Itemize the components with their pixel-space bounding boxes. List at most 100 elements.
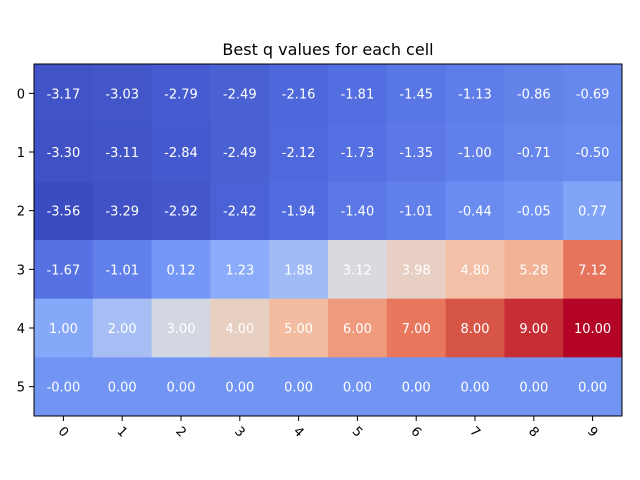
cell-label-r4-c7: 8.00 [461,322,490,337]
heatmap-cell-r0-c6 [386,64,447,124]
cell-label-r5-c7: 0.00 [461,381,490,396]
heatmap-cell-r0-c8 [504,64,564,124]
cell-label-r0-c2: -2.79 [164,87,198,102]
cell-label-r1-c4: -2.12 [282,146,316,161]
cell-label-r4-c8: 9.00 [519,322,548,337]
cell-label-r4-c0: 1.00 [49,322,78,337]
cell-label-r2-c6: -1.01 [399,205,433,220]
heatmap-cell-r5-c2 [151,357,211,417]
cell-label-r3-c9: 7.12 [578,263,607,278]
cell-label-r1-c9: -0.50 [576,146,610,161]
cell-label-r0-c6: -1.45 [399,87,433,102]
y-tick-label-2: 2 [17,205,25,220]
cell-label-r5-c9: 0.00 [578,381,607,396]
heatmap-cell-r1-c4 [269,122,329,182]
heatmap-cell-r5-c4 [269,357,329,417]
cell-label-r0-c7: -1.13 [458,87,492,102]
y-axis: 0 1 2 3 4 5 [17,87,34,396]
heatmap-cell-r5-c3 [210,357,270,417]
heatmap-cell-r3-c1 [92,240,153,300]
heatmap-cell-r4-c6 [386,298,447,358]
x-tick-label-3: 3 [231,424,247,440]
cell-label-r0-c1: -3.03 [105,87,139,102]
plot-frame [33,63,623,417]
heatmap-cell-r0-c3 [210,64,270,124]
cell-label-r3-c2: 0.12 [167,263,196,278]
heatmap-cell-r4-c4 [269,298,329,358]
cell-label-r0-c9: -0.69 [576,87,610,102]
cell-label-r3-c0: -1.67 [47,263,81,278]
heatmap-cell-r0-c4 [269,64,329,124]
cell-label-r2-c3: -2.42 [223,205,257,220]
x-axis: 0 1 2 3 4 5 6 7 8 9 [55,416,600,441]
cell-label-r0-c0: -3.17 [47,87,81,102]
heatmap-cell-r0-c0 [34,64,94,124]
cell-label-r1-c8: -0.71 [517,146,551,161]
y-tick-label-5: 5 [17,381,25,396]
heatmap-cell-r5-c8 [504,357,564,417]
cell-label-r3-c8: 5.28 [519,263,548,278]
heatmap-cell-r4-c3 [210,298,270,358]
cell-label-r0-c3: -2.49 [223,87,257,102]
x-tick-label-6: 6 [408,424,424,440]
heatmap-cell-r5-c6 [386,357,447,417]
heatmap-cell-r4-c1 [92,298,153,358]
heatmap-cell-r5-c7 [445,357,505,417]
chart-title: Best q values for each cell [222,40,433,59]
heatmap-cell-r2-c6 [386,181,447,241]
x-tick-label-7: 7 [466,424,482,440]
heatmap-cell-r0-c2 [151,64,211,124]
cell-label-r1-c3: -2.49 [223,146,257,161]
heatmap-cell-r1-c9 [563,122,623,182]
heatmap-cell-r1-c6 [386,122,447,182]
cell-label-r3-c5: 3.12 [343,263,372,278]
heatmap-cell-r2-c4 [269,181,329,241]
heatmap-cell-r4-c2 [151,298,211,358]
heatmap-cell-r3-c6 [386,240,447,300]
heatmap-cell-r3-c0 [34,240,94,300]
cell-label-r2-c8: -0.05 [517,205,551,220]
heatmap-cell-r3-c4 [269,240,329,300]
cell-label-r4-c4: 5.00 [284,322,313,337]
heatmap-cell-r4-c8 [504,298,564,358]
cell-label-r4-c2: 3.00 [167,322,196,337]
heatmap-cell-r0-c5 [328,64,388,124]
cell-label-r1-c6: -1.35 [399,146,433,161]
heatmap-cell-r2-c9 [563,181,623,241]
heatmap-cell-r1-c2 [151,122,211,182]
heatmap-cell-r1-c1 [92,122,153,182]
heatmap-cell-r5-c9 [563,357,623,417]
heatmap-cell-r3-c8 [504,240,564,300]
cell-label-r5-c0: -0.00 [47,381,81,396]
cell-label-r2-c2: -2.92 [164,205,198,220]
y-tick-label-1: 1 [17,146,25,161]
heatmap-cell-r2-c2 [151,181,211,241]
heatmap-cell-r3-c2 [151,240,211,300]
y-tick-label-4: 4 [17,322,25,337]
cell-label-r1-c1: -3.11 [105,146,139,161]
cell-label-r2-c0: -3.56 [47,205,81,220]
heatmap-cell-r4-c5 [328,298,388,358]
heatmap-cell-r4-c9 [563,298,623,358]
heatmap-cell-r0-c7 [445,64,505,124]
heatmap-cell-r5-c1 [92,357,153,417]
cell-label-r2-c1: -3.29 [105,205,139,220]
cell-label-r4-c6: 7.00 [402,322,431,337]
cell-label-r5-c3: 0.00 [225,381,254,396]
cell-label-r0-c5: -1.81 [341,87,375,102]
heatmap-cell-r4-c0 [34,298,94,358]
heatmap-cell-r4-c7 [445,298,505,358]
heatmap-cell-r2-c7 [445,181,505,241]
cell-label-r0-c8: -0.86 [517,87,551,102]
cell-label-r4-c1: 2.00 [108,322,137,337]
cell-label-r2-c7: -0.44 [458,205,492,220]
x-tick-label-8: 8 [525,424,541,440]
heatmap-cell-r3-c9 [563,240,623,300]
y-tick-label-3: 3 [17,263,25,278]
cell-label-r5-c5: 0.00 [343,381,372,396]
cell-label-r2-c4: -1.94 [282,205,316,220]
heatmap-cell-r1-c3 [210,122,270,182]
cell-label-r5-c8: 0.00 [519,381,548,396]
cell-label-r0-c4: -2.16 [282,87,316,102]
